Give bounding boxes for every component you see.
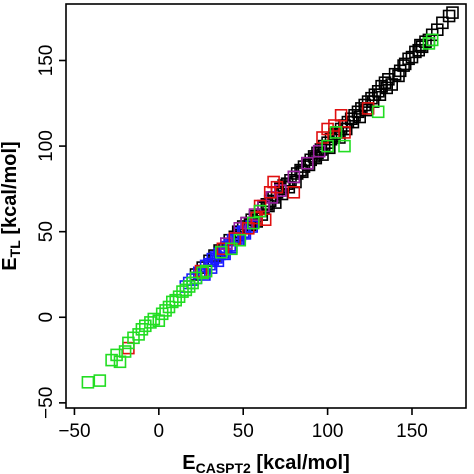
data-point xyxy=(321,122,334,136)
y-tick-label: −50 xyxy=(36,387,57,419)
data-point xyxy=(338,126,351,139)
y-tick-label: 150 xyxy=(36,45,57,77)
x-axis-label: ECASPT2 [kcal/mol] xyxy=(182,452,350,474)
data-point xyxy=(360,103,373,117)
data-point xyxy=(402,52,415,66)
data-point xyxy=(253,204,267,218)
data-point xyxy=(144,316,157,329)
data-point xyxy=(442,9,456,23)
data-point xyxy=(419,35,432,49)
data-point xyxy=(287,186,301,199)
data-point xyxy=(422,37,436,50)
data-point xyxy=(353,110,367,124)
y-axis-label: ETL [kcal/mol] xyxy=(0,141,23,270)
data-point xyxy=(328,119,341,132)
y-axis-ticks: −50 0 50 100 150 xyxy=(36,45,66,419)
x-axis-ticks: −50 0 50 100 150 xyxy=(58,408,428,442)
data-point xyxy=(215,245,228,259)
data-point xyxy=(385,78,399,91)
data-point xyxy=(110,348,123,362)
data-point xyxy=(287,170,301,184)
y-tick-label: 50 xyxy=(36,221,57,242)
data-point xyxy=(233,233,247,247)
data-point xyxy=(225,242,238,256)
data-point xyxy=(446,6,459,19)
plot-frame xyxy=(65,3,467,409)
data-point xyxy=(118,345,132,358)
x-tick-label: 100 xyxy=(312,421,344,442)
data-point xyxy=(182,280,196,293)
data-point xyxy=(436,16,449,30)
data-point xyxy=(321,139,334,153)
data-point xyxy=(361,102,375,115)
x-tick-label: 0 xyxy=(154,421,165,442)
data-point xyxy=(196,266,209,280)
data-point xyxy=(322,141,336,155)
data-point xyxy=(247,216,260,230)
points-layer xyxy=(81,6,459,389)
data-point xyxy=(373,88,387,101)
data-point xyxy=(329,126,343,139)
data-point xyxy=(159,304,172,317)
data-point xyxy=(135,322,149,336)
data-point xyxy=(169,293,182,307)
data-point xyxy=(338,119,351,132)
data-point xyxy=(152,314,166,328)
x-tick-label: −50 xyxy=(58,421,90,442)
x-tick-label: 150 xyxy=(396,421,428,442)
data-point xyxy=(425,33,439,47)
data-point xyxy=(216,242,230,256)
data-point xyxy=(81,375,95,389)
data-point xyxy=(371,105,385,119)
data-point xyxy=(199,264,213,278)
y-tick-label: 100 xyxy=(36,130,57,162)
data-point xyxy=(301,156,314,170)
data-point xyxy=(270,180,284,194)
data-point xyxy=(198,268,211,281)
data-point xyxy=(155,307,169,321)
x-tick-label: 50 xyxy=(233,421,254,442)
data-point xyxy=(334,109,348,122)
data-point xyxy=(273,184,287,197)
y-tick-label: 0 xyxy=(36,312,57,323)
data-point xyxy=(179,283,193,297)
data-point xyxy=(302,158,316,172)
data-point xyxy=(338,139,351,153)
data-point xyxy=(211,254,225,268)
data-point xyxy=(93,374,107,387)
